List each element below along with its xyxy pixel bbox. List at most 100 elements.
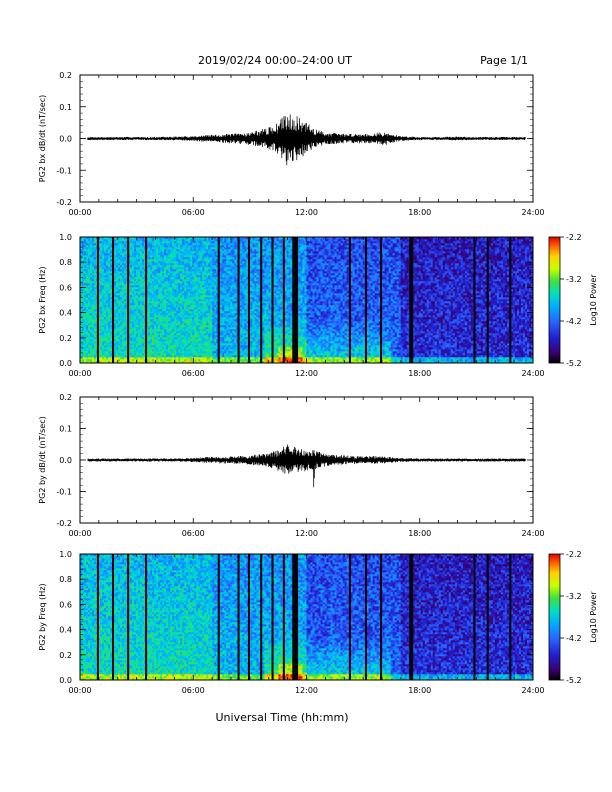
spectrogram-cell [156,281,159,284]
spectrogram-cell [114,351,117,354]
spectrogram-cell [130,249,133,252]
spectrogram-cell [160,321,163,324]
spectrogram-cell [152,289,155,292]
spectrogram-cell [180,325,183,328]
spectrogram-cell [108,241,111,244]
spectrogram-cell [192,343,195,346]
spectrogram-cell [120,253,123,256]
spectrogram-cell [106,295,109,298]
spectrogram-cell [124,257,127,260]
spectrogram-cell [174,351,177,354]
spectrogram-cell [128,345,131,348]
spectrogram-cell [122,277,125,280]
spectrogram-cell [204,279,207,282]
spectrogram-cell [192,329,195,332]
spectrogram-cell [80,273,83,276]
spectrogram-cell [184,329,187,332]
spectrogram-cell [104,259,107,262]
spectrogram-cell [232,279,235,282]
spectrogram-cell [162,307,165,310]
spectrogram-cell [228,279,231,282]
spectrogram-cell [102,239,105,242]
spectrogram-cell [92,349,95,352]
spectrogram-cell [182,315,185,318]
spectrogram-cell [118,347,121,350]
spectrogram-cell [132,299,135,302]
spectrogram-cell [118,271,121,274]
spectrogram-cell [86,321,89,324]
spectrogram-cell [228,267,231,270]
spectrogram-cell [166,269,169,272]
spectrogram-cell [232,273,235,276]
spectrogram-cell [232,251,235,254]
spectrogram-cell [224,317,227,320]
spectrogram-cell [136,313,139,316]
spectrogram-cell [186,263,189,266]
spectrogram-cell [168,329,171,332]
spectrogram-cell [84,359,87,362]
spectrogram-cell [200,257,203,260]
spectrogram-cell [206,305,209,308]
spectrogram-cell [192,317,195,320]
spectrogram-cell [80,327,83,330]
spectrogram-cell [146,295,149,298]
spectrogram-cell [152,339,155,342]
spectrogram-cell [128,339,131,342]
spectrogram-cell [98,289,101,292]
spectrogram-cell [162,241,165,244]
spectrogram-cell [114,289,117,292]
spectrogram-cell [150,245,153,248]
spectrogram-cell [118,337,121,340]
spectrogram-cell [152,293,155,296]
spectrogram-cell [210,313,213,316]
spectrogram-cell [190,261,193,264]
spectrogram-cell [178,261,181,264]
spectrogram-cell [168,349,171,352]
spectrogram-cell [80,335,83,338]
spectrogram-cell [84,339,87,342]
spectrogram-cell [118,341,121,344]
spectrogram-cell [176,327,179,330]
spectrogram-cell [150,303,153,306]
spectrogram-cell [198,253,201,256]
spectrogram-cell [208,279,211,282]
spectrogram-cell [124,337,127,340]
spectrogram-cell [122,305,125,308]
spectrogram-cell [128,311,131,314]
spectrogram-cell [188,359,191,362]
spectrogram-cell [216,237,219,240]
spectrogram-cell [226,345,229,348]
spectrogram-cell [200,291,203,294]
spectrogram-cell [138,245,141,248]
spectrogram-cell [158,267,161,270]
spectrogram-cell [152,299,155,302]
spectrogram-cell [178,285,181,288]
spectrogram-cell [86,271,89,274]
spectrogram-cell [160,345,163,348]
spectrogram-cell [222,313,225,316]
spectrogram-cell [86,247,89,250]
spectrogram-cell [120,287,123,290]
spectrogram-cell [184,327,187,330]
spectrogram-cell [204,349,207,352]
spectrogram-cell [176,337,179,340]
spectrogram-cell [94,243,97,246]
spectrogram-cell [192,251,195,254]
spectrogram-cell [164,275,167,278]
spectrogram-cell [84,357,87,360]
spectrogram-cell [176,239,179,242]
spectrogram-cell [128,299,131,302]
spectrogram-cell [92,281,95,284]
spectrogram-cell [204,341,207,344]
spectrogram-cell [184,289,187,292]
spectrogram-cell [104,289,107,292]
spectrogram-cell [82,265,85,268]
spectrogram-cell [156,333,159,336]
spectrogram-cell [200,267,203,270]
spectrogram-cell [232,243,235,246]
spectrogram-cell [134,273,137,276]
spectrogram-cell [228,291,231,294]
spectrogram-cell [100,283,103,286]
spectrogram-cell [118,281,121,284]
spectrogram-cell [142,303,145,306]
